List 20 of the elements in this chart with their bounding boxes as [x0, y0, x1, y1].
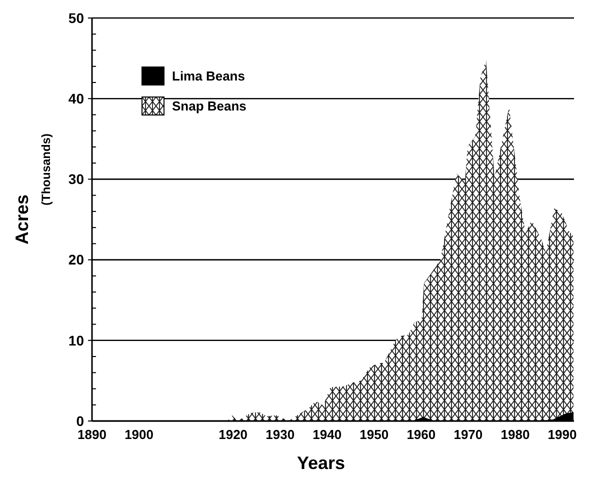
- x-tick-label: 1940: [312, 427, 342, 442]
- y-tick-label: 10: [68, 332, 84, 348]
- x-tick-label: 1980: [500, 427, 530, 442]
- y-tick-label: 20: [68, 252, 84, 268]
- legend-label: Lima Beans: [172, 68, 245, 84]
- y-axis-title: Acres (Thousands): [12, 134, 53, 245]
- legend-label: Snap Beans: [172, 98, 246, 114]
- y-tick-label: 0: [76, 412, 84, 429]
- x-tick-label: 1930: [266, 427, 295, 442]
- x-tick-label: 1920: [218, 427, 248, 442]
- x-axis-title: Years: [296, 453, 346, 473]
- x-tick-label: 1970: [454, 427, 483, 442]
- y-tick-label: 30: [68, 171, 84, 188]
- x-tick-label: 1900: [124, 427, 154, 442]
- x-tick-label: 1990: [548, 427, 577, 442]
- x-tick-label: 1890: [78, 427, 106, 442]
- x-tick-label: 1960: [406, 427, 436, 442]
- y-tick-label: 40: [68, 90, 84, 106]
- x-tick-label: 1950: [360, 427, 389, 442]
- y-tick-label: 50: [68, 10, 84, 26]
